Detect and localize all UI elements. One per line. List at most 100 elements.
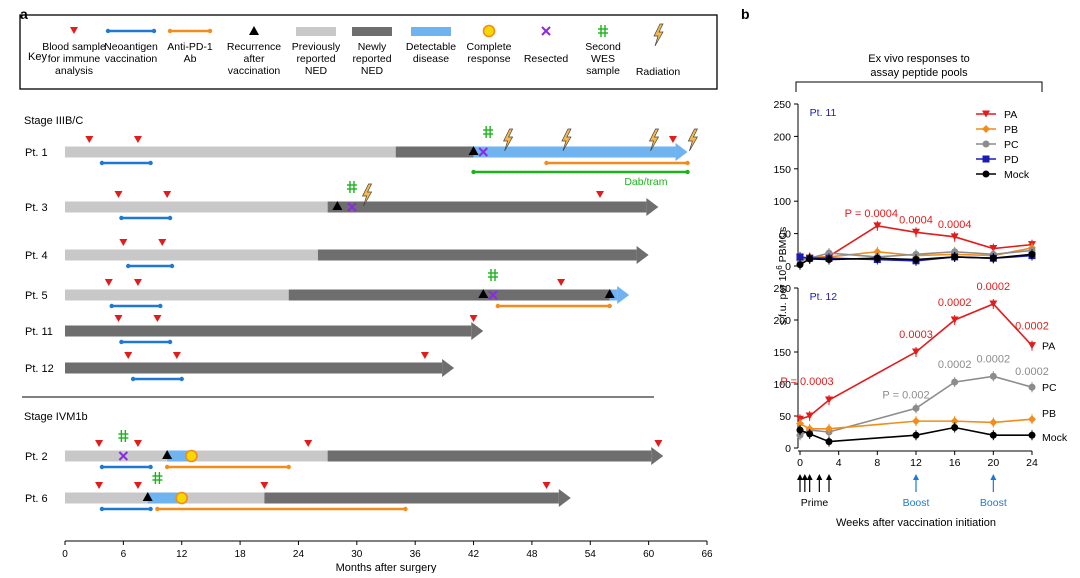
orange-line-icon-end-dot [207, 28, 213, 34]
newly-reported-ned-bar [264, 492, 559, 504]
y-tick-label: 0 [785, 443, 791, 455]
blue-line-icon [105, 28, 157, 34]
wes-sample-marker [346, 181, 357, 193]
legend-label: PB [1004, 124, 1018, 136]
orange-line-icon-start-dot [167, 28, 173, 34]
data-point [912, 250, 920, 258]
x-tick-label: 20 [987, 457, 999, 469]
blood-sample-marker [153, 315, 162, 322]
data-point [989, 418, 998, 427]
key-item-text: sample [586, 65, 620, 77]
x-tick-label: 16 [949, 457, 961, 469]
vaccination-line-start-dot [126, 263, 131, 269]
boost-label: Boost [903, 497, 930, 509]
data-point [982, 110, 990, 118]
y-tick-label: 0 [785, 261, 791, 273]
patient-row: Pt. 5 [25, 269, 630, 309]
dark-gray-bar-icon [352, 27, 392, 36]
blood-sample-marker [420, 352, 429, 359]
black-triangle-icon [249, 26, 259, 35]
patient-label: Pt. 11 [25, 326, 53, 338]
data-point [806, 430, 814, 438]
key-item-text: Complete [467, 41, 512, 53]
radiation-icon [648, 128, 660, 152]
data-point [989, 431, 997, 439]
data-point [989, 372, 997, 380]
anti-pd1-line-end-dot [607, 303, 612, 309]
recurrence-marker [604, 289, 615, 298]
complete-response-marker [185, 449, 198, 463]
newly-reported-ned-bar [327, 450, 652, 462]
p-value-annotation: P = 0.002 [882, 389, 929, 401]
resected-x-stroke [118, 451, 129, 461]
previously-reported-ned-bar [65, 249, 318, 261]
p-value-annotation: 0.0002 [977, 281, 1011, 293]
data-point [806, 255, 814, 263]
newly-reported-ned-bar [317, 249, 637, 261]
months-tick-label: 18 [235, 549, 247, 560]
panel-a-label: a [20, 6, 28, 22]
y-tick-label: 100 [773, 379, 791, 391]
data-point [950, 233, 959, 241]
key-item-text: Newly [358, 41, 387, 53]
boost-arrow-head [990, 474, 997, 480]
blood-sample-marker [542, 482, 551, 489]
radiation-icon [687, 128, 699, 152]
x-tick-label: 12 [910, 457, 922, 469]
wes-sample-marker [488, 269, 498, 281]
orange-line-icon [167, 28, 213, 34]
blood-sample-marker [654, 440, 663, 447]
previously-reported-ned-bar [65, 450, 168, 462]
legend-label: PD [1004, 154, 1019, 166]
newly-reported-ned-bar [327, 201, 647, 213]
p-value-annotation: 0.0003 [899, 329, 933, 341]
header-bracket [795, 81, 1043, 92]
green-double-cross-icon [598, 25, 608, 37]
months-tick-label: 42 [468, 549, 480, 560]
p-value-annotation: 0.0002 [938, 297, 972, 309]
data-point [796, 426, 804, 434]
x-tick-label: 0 [797, 457, 803, 469]
vaccination-line-end-dot [169, 263, 175, 269]
data-point [989, 245, 998, 253]
anti-pd1-line-start-dot [544, 160, 549, 166]
prime-label: Prime [801, 497, 829, 509]
light-gray-bar-icon [296, 27, 336, 36]
data-point [796, 431, 804, 439]
patient-label: Pt. 2 [25, 451, 48, 463]
blood-sample-marker [163, 191, 172, 198]
patient-label: Pt. 6 [25, 493, 48, 505]
newly-reported-ned-bar [288, 289, 610, 301]
header-line-1: Ex vivo responses to [868, 53, 970, 65]
key-item-text: Previously [292, 41, 341, 53]
anti-pd1-line-start-dot [164, 464, 170, 470]
previously-reported-ned-bar [65, 201, 328, 213]
vaccination-line [99, 160, 153, 166]
patient-row: Pt. 11 [25, 315, 484, 345]
series-pb [796, 414, 1036, 434]
data-point [825, 396, 833, 404]
legend-label: PC [1004, 139, 1019, 151]
y-tick-label: 150 [773, 347, 791, 359]
y-axis-title-sup: 6 [775, 265, 784, 270]
newly-reported-ned-bar [395, 146, 474, 158]
vaccination-line [119, 215, 173, 221]
previously-reported-ned-bar [65, 492, 148, 504]
wes-sample-marker [152, 472, 163, 484]
dab-tram-line-end-dot [685, 169, 690, 175]
timeline-arrow-head [442, 359, 455, 377]
header-line-2: assay peptide pools [870, 67, 968, 79]
key-item-text: NED [361, 65, 384, 77]
vaccination-line-end-dot [148, 506, 153, 512]
legend-entry-pd: PD [976, 154, 1019, 166]
detectable-disease-bar [147, 492, 182, 504]
blood-sample-marker [158, 239, 167, 246]
vaccination-line-end-dot [167, 215, 173, 221]
p-value-annotation: 0.0002 [1015, 321, 1049, 333]
key-item-text: after [243, 53, 265, 65]
y-tick-label: 150 [773, 164, 791, 176]
resected-x-stroke [347, 202, 357, 212]
